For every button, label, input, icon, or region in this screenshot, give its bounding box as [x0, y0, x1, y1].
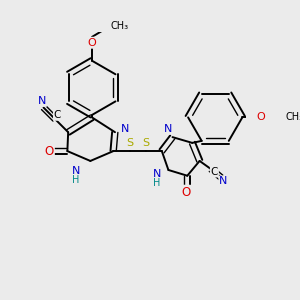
- Text: O: O: [45, 145, 54, 158]
- Text: N: N: [38, 96, 46, 106]
- Text: N: N: [71, 166, 80, 176]
- Text: H: H: [153, 178, 161, 188]
- Text: S: S: [126, 138, 134, 148]
- Text: N: N: [219, 176, 228, 187]
- Text: N: N: [153, 169, 161, 179]
- Text: O: O: [256, 112, 265, 122]
- Text: S: S: [143, 138, 150, 148]
- Text: C: C: [211, 167, 218, 177]
- Text: N: N: [121, 124, 129, 134]
- Text: H: H: [72, 175, 79, 185]
- Text: N: N: [164, 124, 172, 134]
- Text: O: O: [88, 38, 96, 48]
- Text: C: C: [54, 110, 61, 120]
- Text: CH₃: CH₃: [110, 21, 128, 31]
- Text: CH₃: CH₃: [285, 112, 300, 122]
- Text: O: O: [181, 186, 190, 199]
